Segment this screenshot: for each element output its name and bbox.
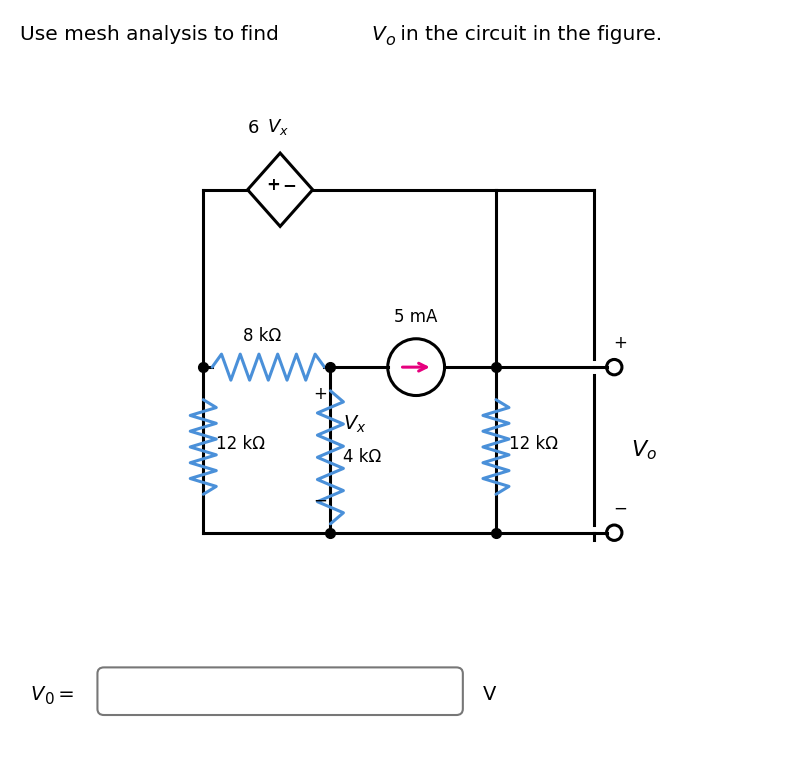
Text: −: −: [312, 492, 326, 509]
Text: =: =: [52, 685, 75, 703]
Text: 12 kΩ: 12 kΩ: [508, 435, 557, 453]
Text: 12 kΩ: 12 kΩ: [216, 435, 265, 453]
Text: 0: 0: [45, 692, 55, 707]
Text: +: +: [266, 176, 280, 194]
Text: 6: 6: [247, 118, 264, 137]
Text: −: −: [612, 500, 626, 518]
Text: 5 mA: 5 mA: [394, 308, 437, 326]
Text: −: −: [282, 176, 296, 194]
Text: V: V: [371, 25, 385, 44]
Text: +: +: [612, 334, 626, 353]
Text: V: V: [483, 685, 496, 703]
Text: o: o: [384, 33, 394, 48]
Text: 8 kΩ: 8 kΩ: [243, 326, 281, 345]
Text: 4 kΩ: 4 kΩ: [343, 449, 381, 466]
Text: $V_x$: $V_x$: [266, 117, 288, 137]
Text: $V_o$: $V_o$: [630, 438, 656, 462]
Text: Use mesh analysis to find: Use mesh analysis to find: [20, 25, 285, 44]
Text: +: +: [312, 385, 326, 402]
Text: V: V: [31, 685, 44, 703]
Text: in the circuit in the figure.: in the circuit in the figure.: [393, 25, 661, 44]
Text: $V_x$: $V_x$: [343, 414, 367, 435]
